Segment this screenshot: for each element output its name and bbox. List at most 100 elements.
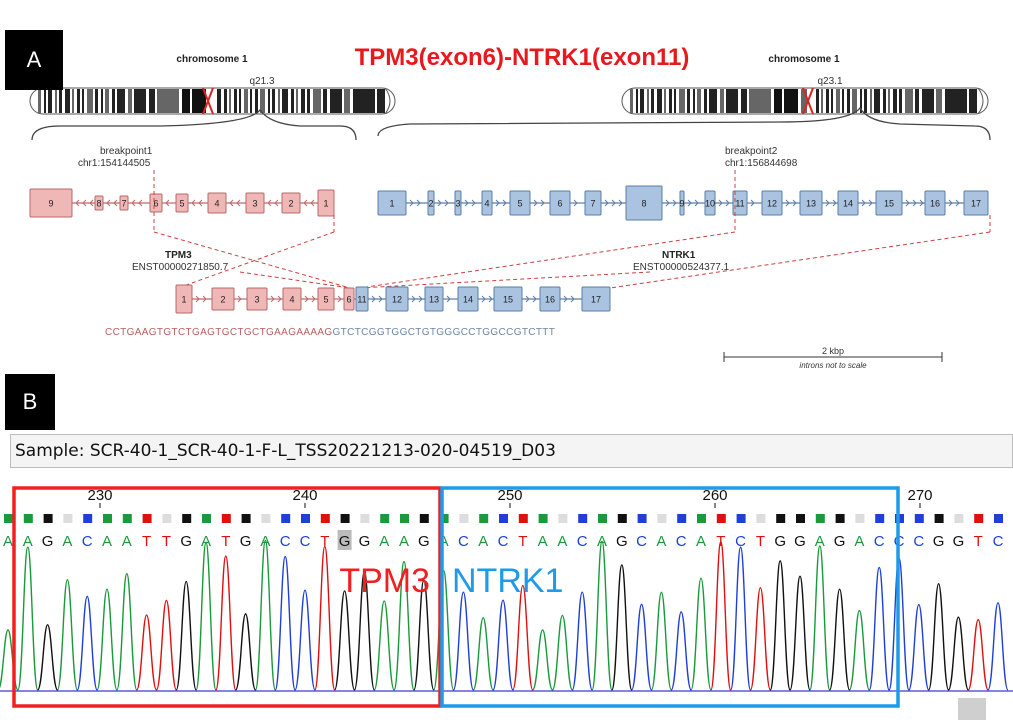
gene2-transcript: ENST00000524377.1 xyxy=(633,262,730,273)
base-call: A xyxy=(815,533,825,550)
chromatogram-area[interactable]: 230 240 250 260 270 A A G A C A A T T G A T G A C C T G G A A G A C A… xyxy=(0,480,1013,720)
quality-square xyxy=(380,514,390,523)
tpm3-exon-5-label: 5 xyxy=(179,199,184,209)
base-call: C xyxy=(993,533,1004,550)
panel-b-label: B xyxy=(5,374,55,430)
base-call: T xyxy=(320,533,329,550)
base-call: C xyxy=(498,533,509,550)
tpm3-label: TPM3 xyxy=(339,562,430,600)
base-call: G xyxy=(42,533,54,550)
base-call: A xyxy=(478,533,488,550)
base-call: A xyxy=(854,533,864,550)
quality-square xyxy=(400,514,409,523)
position-tick-230: 230 xyxy=(87,487,112,504)
trace-G xyxy=(36,560,970,691)
fusion-diagram: TPM3(exon6)-NTRK1(exon11) chromosome 1 q… xyxy=(29,44,991,370)
base-call: G xyxy=(834,533,846,550)
quality-square xyxy=(756,514,766,523)
quality-square xyxy=(974,514,984,523)
base-call: T xyxy=(142,533,151,550)
ntrk1-exon-15-label: 15 xyxy=(884,199,894,209)
gene2-name: NTRK1 xyxy=(662,250,696,261)
scrollbar-thumb[interactable] xyxy=(958,698,986,720)
ntrk1-exon-2 xyxy=(427,190,435,216)
ntrk1-exon-11-label: 11 xyxy=(735,199,744,209)
junction-sequence: CCTGAAGTGTCTGAGTGCTGCTGAAGAAAAGGTCTCGGTG… xyxy=(105,327,555,338)
quality-square xyxy=(617,514,627,523)
trace-A xyxy=(0,539,871,691)
ntrk1-exon-5-label: 5 xyxy=(517,199,522,209)
chrom-left-band: q21.3 xyxy=(249,76,274,87)
base-call: C xyxy=(636,533,647,550)
base-call: G xyxy=(359,533,371,550)
ntrk1-exon-10 xyxy=(704,190,716,216)
quality-square xyxy=(815,514,825,523)
breakpoint1-pos: chr1:154144505 xyxy=(78,158,151,169)
position-tick-270: 270 xyxy=(907,487,932,504)
base-call: C xyxy=(874,533,885,550)
breakpoint1-label: breakpoint1 xyxy=(100,146,153,157)
quality-square xyxy=(994,514,1003,523)
quality-square xyxy=(281,514,291,523)
base-call: A xyxy=(696,533,706,550)
fusion-tpm3-exon-3-label: 3 xyxy=(254,295,259,305)
quality-square xyxy=(162,514,172,523)
ntrk1-region-box xyxy=(440,486,900,708)
quality-square xyxy=(202,514,211,523)
base-call: C xyxy=(300,533,311,550)
quality-square xyxy=(103,514,112,523)
ntrk1-exon-10-label: 10 xyxy=(705,199,715,209)
base-call: T xyxy=(162,533,171,550)
quality-square xyxy=(43,514,53,523)
ntrk1-exon-8 xyxy=(625,185,663,221)
junction-seq-ntrk1: GTCTCGGTGGCTGTGGGCCTGGCCGTCTTT xyxy=(333,327,556,338)
quality-square xyxy=(142,514,152,523)
quality-square xyxy=(4,514,13,523)
base-call: A xyxy=(557,533,567,550)
scale-note: introns not to scale xyxy=(799,361,867,370)
base-call: G xyxy=(933,533,945,550)
fusion-ntrk1-exon-15 xyxy=(493,286,523,312)
fusion-ntrk1-exon-12 xyxy=(385,286,409,312)
ntrk1-exon-6 xyxy=(549,190,571,216)
ntrk1-exon-13-label: 13 xyxy=(806,199,816,209)
ntrk1-exon-4 xyxy=(481,190,493,216)
panel-a: TPM3(exon6)-NTRK1(exon11) chromosome 1 q… xyxy=(29,44,991,370)
base-call: A xyxy=(656,533,666,550)
position-tick-250: 250 xyxy=(497,487,522,504)
breakpoint2-label: breakpoint2 xyxy=(725,146,778,157)
quality-square xyxy=(954,514,964,523)
trace-T xyxy=(135,540,989,691)
base-call: A xyxy=(102,533,112,550)
zoom-brace-left xyxy=(31,108,357,141)
quality-square xyxy=(855,514,865,523)
quality-square xyxy=(657,514,667,523)
tpm3-exon-2 xyxy=(281,192,301,214)
base-call: A xyxy=(260,533,270,550)
tpm3-exon-1-label: 1 xyxy=(323,199,328,209)
quality-square xyxy=(499,514,508,523)
tpm3-exon-7-label: 7 xyxy=(121,199,126,209)
base-call: A xyxy=(62,533,72,550)
fusion-tpm3-exon-5-label: 5 xyxy=(323,295,328,305)
base-call: T xyxy=(756,533,765,550)
ntrk1-exon-4-label: 4 xyxy=(484,199,489,209)
base-call: C xyxy=(676,533,687,550)
fusion-tpm3-exon-4 xyxy=(282,287,302,311)
quality-square xyxy=(479,514,489,523)
ntrk1-exon-17-label: 17 xyxy=(971,199,981,209)
ntrk1-exon-14 xyxy=(837,190,859,216)
tpm3-exon-9-label: 9 xyxy=(48,199,53,209)
tpm3-exon-6 xyxy=(149,193,163,213)
fusion-tpm3-exon-4-label: 4 xyxy=(289,295,294,305)
tpm3-exon-5 xyxy=(175,193,189,213)
fusion-ntrk1-exon-11-label: 11 xyxy=(357,295,366,305)
base-call: A xyxy=(399,533,409,550)
fusion-ntrk1-exon-12-label: 12 xyxy=(392,295,402,305)
tpm3-exon-8 xyxy=(94,195,104,211)
fusion-tpm3-exon-6 xyxy=(343,287,355,311)
base-call: A xyxy=(201,533,211,550)
base-call: G xyxy=(953,533,965,550)
quality-square xyxy=(518,514,528,523)
quality-square xyxy=(776,514,786,523)
